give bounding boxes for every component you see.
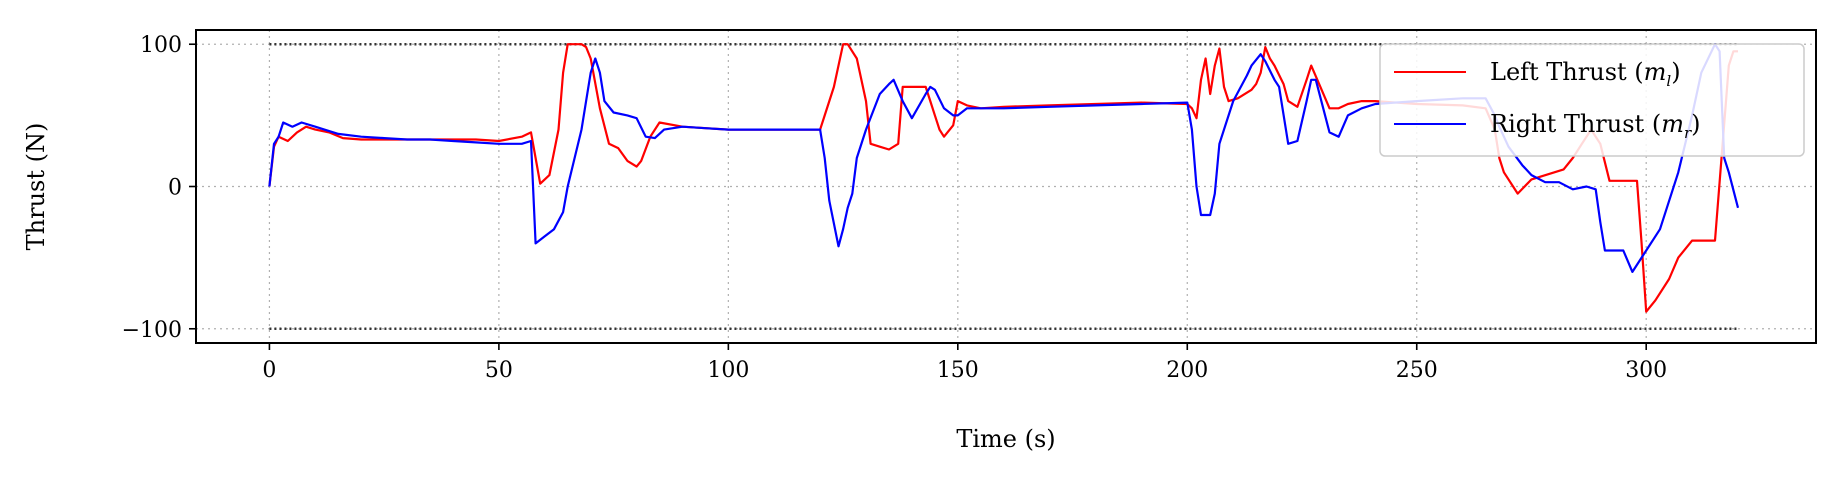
x-axis-label: Time (s) xyxy=(956,425,1055,453)
y-axis: −100 0 100 xyxy=(122,33,196,343)
y-tick-label: −100 xyxy=(122,318,182,343)
x-tick-label: 250 xyxy=(1396,358,1438,383)
y-axis-label: Thrust (N) xyxy=(22,123,50,251)
y-tick-label: 100 xyxy=(140,33,182,58)
legend-box xyxy=(1379,43,1805,157)
x-axis: 0 50 100 150 200 250 300 xyxy=(262,343,1667,383)
series-line-left-thrust xyxy=(268,43,1738,313)
y-tick-label: 0 xyxy=(168,176,182,201)
x-tick-label: 50 xyxy=(485,358,513,383)
series-line-right-thrust xyxy=(268,43,1740,273)
series-lines xyxy=(268,43,1740,313)
x-tick-label: 150 xyxy=(937,358,979,383)
x-tick-label: 0 xyxy=(262,358,276,383)
x-tick-label: 100 xyxy=(707,358,749,383)
x-tick-label: 200 xyxy=(1166,358,1208,383)
legend-entry-left: Left Thrust (ml) xyxy=(1490,58,1681,90)
legend: Left Thrust (ml) Right Thrust (mr) xyxy=(1379,43,1805,157)
x-tick-label: 300 xyxy=(1625,358,1667,383)
legend-entry-right: Right Thrust (mr) xyxy=(1490,110,1701,142)
